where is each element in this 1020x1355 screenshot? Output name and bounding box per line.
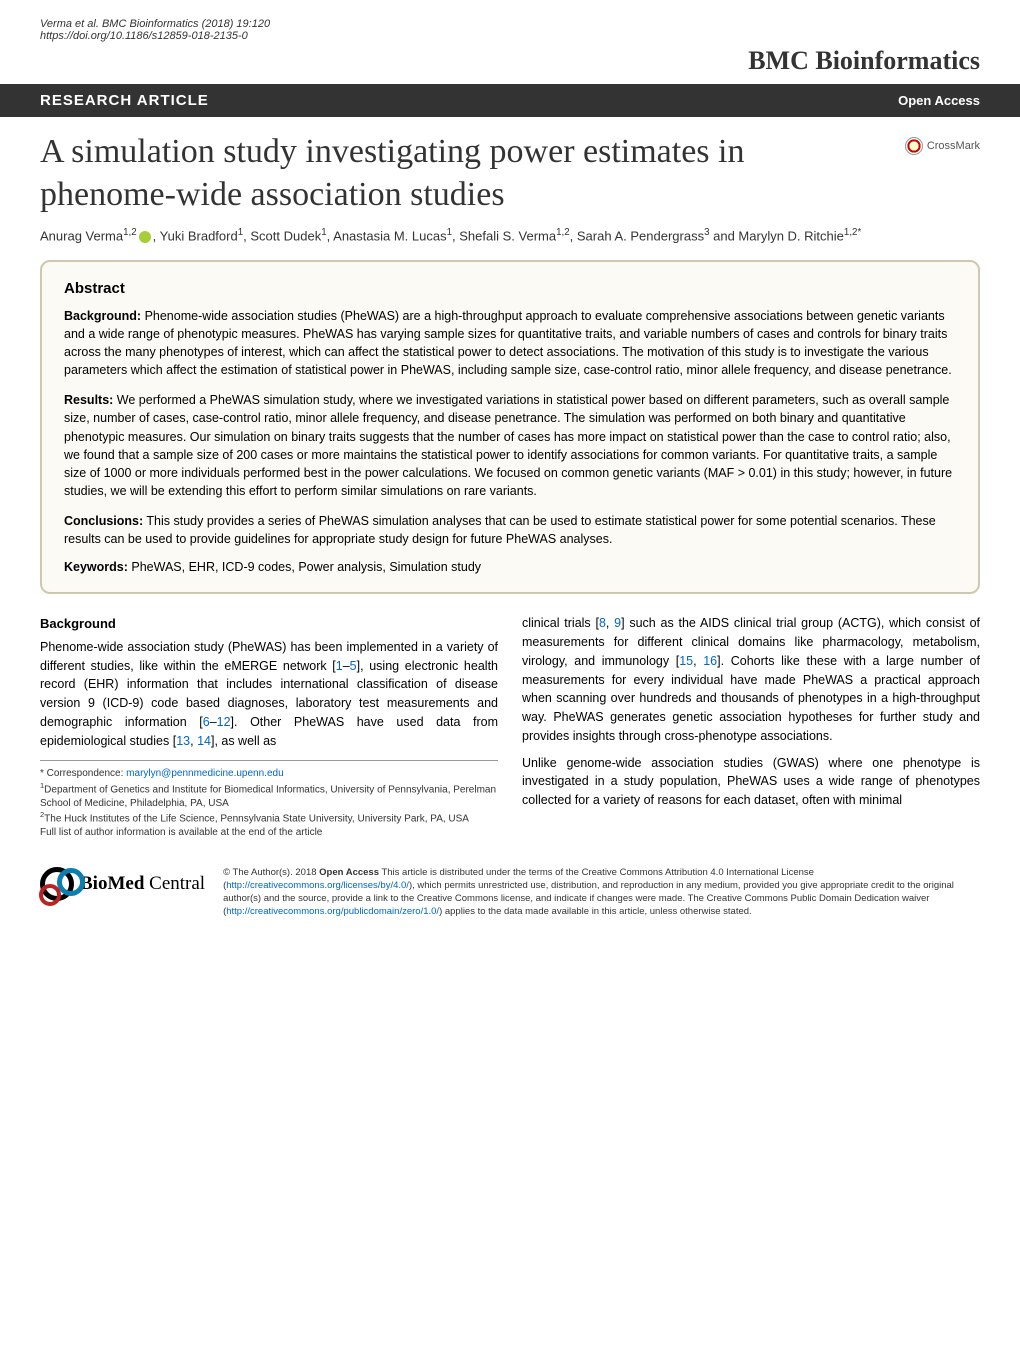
background-paragraph-right-2: Unlike genome-wide association studies (…	[522, 754, 980, 810]
abstract-heading: Abstract	[64, 280, 956, 297]
ref-15[interactable]: 15	[679, 654, 693, 668]
left-column: Background Phenome-wide association stud…	[40, 614, 498, 839]
abstract-results-text: We performed a PheWAS simulation study, …	[64, 393, 952, 498]
doi: https://doi.org/10.1186/s12859-018-2135-…	[40, 30, 270, 42]
affiliation-2: 2The Huck Institutes of the Life Science…	[40, 810, 498, 826]
crossmark-label: CrossMark	[927, 140, 980, 152]
affiliation-1: 1Department of Genetics and Institute fo…	[40, 781, 498, 810]
background-heading: Background	[40, 614, 498, 634]
orcid-icon[interactable]	[139, 231, 151, 243]
bmc-text-rest: Central	[144, 873, 205, 894]
ref-1[interactable]: 1	[336, 659, 343, 673]
body-columns: Background Phenome-wide association stud…	[0, 614, 1020, 855]
correspondence-label: * Correspondence:	[40, 768, 126, 779]
cc0-link[interactable]: http://creativecommons.org/publicdomain/…	[226, 906, 439, 917]
crossmark-icon	[905, 137, 923, 155]
keywords-text: PheWAS, EHR, ICD-9 codes, Power analysis…	[128, 560, 481, 574]
ref-14[interactable]: 14	[197, 734, 211, 748]
journal-name: BMC Bioinformatics	[0, 46, 1020, 84]
ref-16[interactable]: 16	[703, 654, 717, 668]
bmc-rings-icon	[40, 867, 74, 901]
ref-8[interactable]: 8	[599, 616, 606, 630]
right-column: clinical trials [8, 9] such as the AIDS …	[522, 614, 980, 839]
abstract-background-label: Background:	[64, 309, 141, 323]
license-text: © The Author(s). 2018 Open Access This a…	[223, 867, 980, 918]
background-paragraph-left: Phenome-wide association study (PheWAS) …	[40, 638, 498, 751]
abstract-background-text: Phenome-wide association studies (PheWAS…	[64, 309, 952, 377]
abstract-results-label: Results:	[64, 393, 113, 407]
abstract-results: Results: We performed a PheWAS simulatio…	[64, 391, 956, 500]
cc-by-link[interactable]: http://creativecommons.org/licenses/by/4…	[226, 880, 409, 891]
abstract-box: Abstract Background: Phenome-wide associ…	[40, 260, 980, 595]
bmc-text-bold: BioMed	[80, 873, 144, 894]
abstract-conclusions-label: Conclusions:	[64, 514, 143, 528]
article-title: A simulation study investigating power e…	[40, 131, 885, 216]
ref-13[interactable]: 13	[176, 734, 190, 748]
ref-6[interactable]: 6	[203, 715, 210, 729]
crossmark-badge[interactable]: CrossMark	[905, 137, 980, 155]
biomed-central-logo: BioMed Central	[40, 867, 205, 901]
full-author-list-note: Full list of author information is avail…	[40, 826, 498, 840]
abstract-conclusions: Conclusions: This study provides a serie…	[64, 512, 956, 548]
footnotes: * Correspondence: marylyn@pennmedicine.u…	[40, 760, 498, 839]
citation: Verma et al. BMC Bioinformatics (2018) 1…	[40, 18, 270, 30]
correspondence-email[interactable]: marylyn@pennmedicine.upenn.edu	[126, 768, 283, 779]
ref-5[interactable]: 5	[350, 659, 357, 673]
footer: BioMed Central © The Author(s). 2018 Ope…	[40, 867, 980, 918]
authors-line: Anurag Verma1,2, Yuki Bradford1, Scott D…	[0, 226, 1020, 260]
open-access-label: Open Access	[898, 93, 980, 108]
open-access-bold: Open Access	[319, 867, 379, 878]
abstract-conclusions-text: This study provides a series of PheWAS s…	[64, 514, 936, 546]
keywords-label: Keywords:	[64, 560, 128, 574]
abstract-background: Background: Phenome-wide association stu…	[64, 307, 956, 380]
abstract-keywords: Keywords: PheWAS, EHR, ICD-9 codes, Powe…	[64, 560, 956, 574]
article-type-bar: RESEARCH ARTICLE Open Access	[0, 84, 1020, 117]
background-paragraph-right-1: clinical trials [8, 9] such as the AIDS …	[522, 614, 980, 745]
article-type: RESEARCH ARTICLE	[40, 92, 209, 109]
ref-12[interactable]: 12	[217, 715, 231, 729]
header-meta: Verma et al. BMC Bioinformatics (2018) 1…	[0, 0, 1020, 46]
